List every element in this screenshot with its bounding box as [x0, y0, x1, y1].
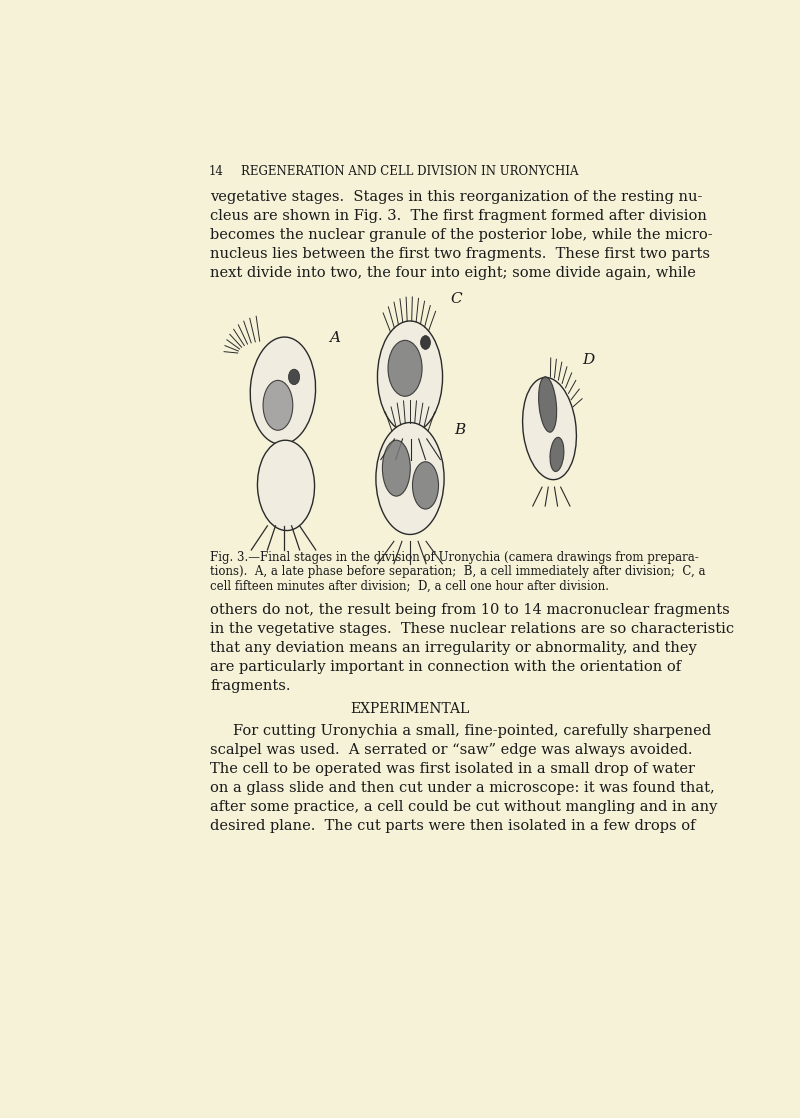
Ellipse shape: [550, 437, 564, 472]
Text: cleus are shown in Fig. 3.  The first fragment formed after division: cleus are shown in Fig. 3. The first fra…: [210, 209, 707, 224]
Circle shape: [421, 335, 430, 349]
Text: Fig. 3.—Final stages in the division of Uronychia (camera drawings from prepara-: Fig. 3.—Final stages in the division of …: [210, 551, 699, 563]
Text: tions).  A, a late phase before separation;  B, a cell immediately after divisio: tions). A, a late phase before separatio…: [210, 566, 706, 578]
Text: For cutting Uronychia a small, fine-pointed, carefully sharpened: For cutting Uronychia a small, fine-poin…: [234, 723, 711, 738]
Text: REGENERATION AND CELL DIVISION IN URONYCHIA: REGENERATION AND CELL DIVISION IN URONYC…: [242, 165, 578, 178]
Text: A: A: [330, 331, 341, 345]
Text: desired plane.  The cut parts were then isolated in a few drops of: desired plane. The cut parts were then i…: [210, 818, 696, 833]
Ellipse shape: [388, 340, 422, 396]
Ellipse shape: [250, 337, 315, 444]
Ellipse shape: [382, 440, 410, 496]
Text: C: C: [450, 292, 462, 306]
Text: becomes the nuclear granule of the posterior lobe, while the micro-: becomes the nuclear granule of the poste…: [210, 228, 713, 241]
Text: D: D: [582, 352, 594, 367]
Text: fragments.: fragments.: [210, 679, 291, 693]
Text: next divide into two, the four into eight; some divide again, while: next divide into two, the four into eigh…: [210, 266, 696, 280]
Text: B: B: [454, 424, 466, 437]
Text: The cell to be operated was first isolated in a small drop of water: The cell to be operated was first isolat…: [210, 761, 695, 776]
Text: EXPERIMENTAL: EXPERIMENTAL: [350, 702, 470, 717]
Text: scalpel was used.  A serrated or “saw” edge was always avoided.: scalpel was used. A serrated or “saw” ed…: [210, 742, 693, 757]
Text: after some practice, a cell could be cut without mangling and in any: after some practice, a cell could be cut…: [210, 799, 718, 814]
Text: others do not, the result being from 10 to 14 macronuclear fragments: others do not, the result being from 10 …: [210, 604, 730, 617]
Ellipse shape: [378, 321, 442, 433]
Text: cell fifteen minutes after division;  D, a cell one hour after division.: cell fifteen minutes after division; D, …: [210, 580, 610, 593]
Circle shape: [289, 369, 300, 385]
Ellipse shape: [376, 423, 444, 534]
Text: are particularly important in connection with the orientation of: are particularly important in connection…: [210, 660, 682, 674]
Text: in the vegetative stages.  These nuclear relations are so characteristic: in the vegetative stages. These nuclear …: [210, 623, 734, 636]
Ellipse shape: [538, 377, 557, 433]
Ellipse shape: [413, 462, 438, 509]
Text: 14: 14: [209, 165, 223, 178]
Text: vegetative stages.  Stages in this reorganization of the resting nu-: vegetative stages. Stages in this reorga…: [210, 190, 702, 205]
Text: that any deviation means an irregularity or abnormality, and they: that any deviation means an irregularity…: [210, 642, 697, 655]
Text: nucleus lies between the first two fragments.  These first two parts: nucleus lies between the first two fragm…: [210, 247, 710, 260]
Ellipse shape: [258, 440, 314, 531]
Ellipse shape: [263, 380, 293, 430]
Text: on a glass slide and then cut under a microscope: it was found that,: on a glass slide and then cut under a mi…: [210, 780, 715, 795]
Ellipse shape: [522, 378, 577, 480]
